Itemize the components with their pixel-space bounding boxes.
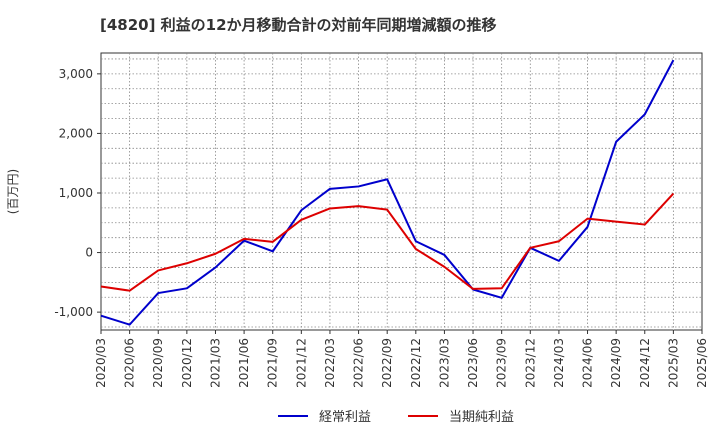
x-tick-label: 2025/03 (666, 338, 680, 388)
x-tick-label: 2024/03 (552, 338, 566, 388)
x-tick-label: 2024/06 (581, 338, 595, 388)
x-tick-label: 2023/03 (437, 338, 451, 388)
x-tick-label: 2021/12 (294, 338, 308, 388)
grid-layer (100, 52, 703, 331)
y-axis-label: (百万円) (6, 169, 20, 214)
x-tick-label: 2023/09 (495, 338, 509, 388)
legend: 経常利益 当期純利益 (278, 410, 514, 425)
x-tick-label: 2022/03 (323, 338, 337, 388)
x-tick-label: 2023/06 (466, 338, 480, 388)
y-tick-label: 0 (85, 246, 93, 260)
series-layer (100, 59, 675, 326)
x-tick-label: 2024/12 (638, 338, 652, 388)
legend-label-2: 当期純利益 (449, 410, 514, 425)
x-tick-label: 2021/09 (266, 338, 280, 388)
y-tick-label: 3,000 (59, 67, 93, 81)
y-tick-label: -1,000 (54, 305, 93, 319)
x-tick-label: 2020/03 (94, 338, 108, 388)
chart-title: [4820] 利益の12か月移動合計の対前年同期増減額の推移 (100, 16, 497, 34)
x-tick-label: 2024/09 (609, 338, 623, 388)
x-tick-label: 2021/06 (237, 338, 251, 388)
x-tick-label: 2020/09 (151, 338, 165, 388)
x-tick-label: 2022/09 (380, 338, 394, 388)
x-tick-label: 2021/03 (208, 338, 222, 388)
series-line-1 (100, 59, 675, 326)
legend-label-1: 経常利益 (319, 410, 371, 425)
series-line-2 (100, 192, 675, 292)
x-tick-label: 2020/06 (123, 338, 137, 388)
x-tick-label: 2022/06 (352, 338, 366, 388)
x-tick-label: 2020/12 (180, 338, 194, 388)
x-tick-label: 2023/12 (523, 338, 537, 388)
y-tick-label: 2,000 (59, 126, 93, 140)
y-tick-label: 1,000 (59, 186, 93, 200)
axis-layer: -1,000 0 1,000 2,000 3,000 (百万円) 2020/03 2020/0… (6, 67, 709, 388)
plot-frame (100, 52, 703, 331)
x-tick-label: 2025/06 (695, 338, 709, 388)
x-tick-label: 2022/12 (409, 338, 423, 388)
